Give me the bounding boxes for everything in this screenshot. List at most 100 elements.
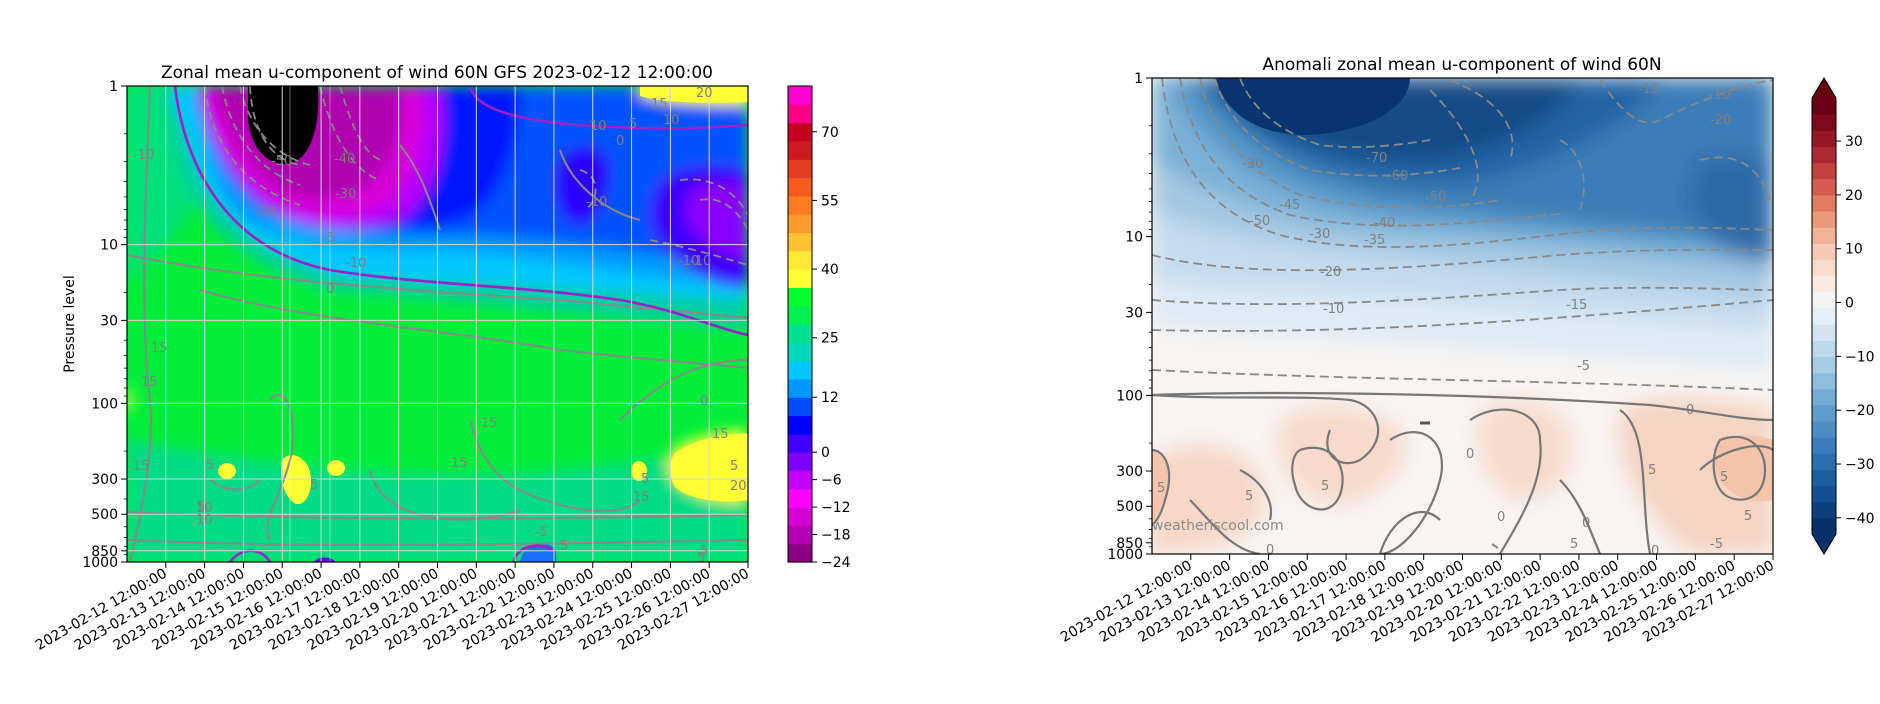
colorbar-frame [1811, 77, 1837, 555]
y-tick-label: 500 [91, 507, 118, 523]
y-tick-label: 30 [100, 313, 118, 329]
contour-label: 5 [700, 544, 708, 559]
y-tick-label: 100 [1116, 388, 1143, 404]
contour-label: -30 [1242, 157, 1263, 172]
colorbar-tick-label: 0 [1845, 296, 1854, 312]
right-colorbar-ticks: 30 20 10 0 −10 −20 −30 −40 [1836, 134, 1875, 527]
contour-label: 15 [141, 375, 158, 390]
y-tick-label: 500 [1116, 499, 1143, 515]
contour-label: 0 [1686, 403, 1694, 418]
colorbar-segment [1812, 420, 1836, 438]
colorbar-segment [788, 86, 812, 105]
contour-label: 0 [1582, 516, 1590, 531]
contour-label: 15 [651, 97, 668, 112]
contour-label: 5 [1321, 479, 1329, 494]
colorbar-extend-min [1812, 534, 1836, 554]
contour-label: 15 [481, 416, 498, 431]
colorbar-tick-label: −24 [821, 555, 851, 571]
colorbar-segment [788, 122, 812, 142]
colorbar-segment [788, 488, 812, 508]
right-panel: Anomali zonal mean u-component of wind 6… [1058, 55, 1875, 646]
left-contour-labels: 20 15 10 5 0 -10 -20 -30 -40 -50 -10 -10… [133, 86, 747, 566]
contour-label: 5 [206, 458, 214, 473]
colorbar-tick-label: −10 [1845, 349, 1875, 365]
contour-label: -20 [255, 205, 276, 220]
contour-label: -5 [535, 525, 548, 540]
colorbar-segment [1812, 324, 1836, 341]
right-chart-title: Anomali zonal mean u-component of wind 6… [1262, 55, 1661, 75]
colorbar-segment [1812, 517, 1836, 535]
contour-label: -35 [1364, 233, 1385, 248]
colorbar-segment [788, 214, 812, 234]
contour-label: 0 [1651, 544, 1659, 559]
colorbar-tick-label: 55 [821, 193, 839, 209]
colorbar-segment [1812, 194, 1836, 212]
colorbar-tick-label: −30 [1845, 457, 1875, 473]
colorbar-frame [787, 85, 813, 563]
contour-label: -20 [1320, 265, 1341, 280]
left-chart-title: Zonal mean u-component of wind 60N GFS 2… [161, 63, 713, 83]
colorbar-tick-label: 20 [1845, 188, 1863, 204]
colorbar-segment [788, 360, 812, 380]
contour-label: 0 [1466, 447, 1474, 462]
contour-label: -15 [1638, 82, 1659, 97]
colorbar-segment [788, 324, 812, 343]
colorbar-segment [1812, 501, 1836, 519]
contour-label: -20 [1710, 113, 1731, 128]
contour-label: -50 [1425, 190, 1446, 205]
colorbar-segment [1812, 211, 1836, 228]
colorbar-segment [788, 159, 812, 179]
contour-label: 5 [730, 459, 738, 474]
contour-label: 5 [1720, 470, 1728, 485]
colorbar-segment [1812, 98, 1836, 115]
colorbar-segment [1812, 437, 1836, 454]
contour-label: 5 [641, 472, 649, 487]
contour-label: -5 [1577, 359, 1590, 374]
y-tick-label: 30 [1125, 305, 1143, 321]
colorbar-segment [1812, 130, 1836, 148]
colorbar-tick-label: 0 [821, 445, 830, 461]
left-y-axis-label: Pressure level [62, 275, 78, 373]
colorbar-segment [1812, 356, 1836, 374]
contour-label: 10 [196, 513, 213, 528]
contour-label: -30 [1309, 227, 1330, 242]
colorbar-segment [788, 232, 812, 252]
colorbar-segment [1812, 307, 1836, 325]
colorbar-segment [1812, 388, 1836, 406]
contour-label: 20 [730, 479, 747, 494]
right-heatmap-field [1152, 78, 1773, 554]
contour-label: 10 [590, 119, 607, 134]
contour-label: -10 [1709, 88, 1730, 103]
right-colorbar [1811, 77, 1837, 555]
contour-label: 5 [1157, 481, 1165, 496]
colorbar-tick-label: 70 [821, 125, 839, 141]
colorbar-segment [788, 433, 812, 453]
contour-label: -15 [1566, 298, 1587, 313]
y-tick-label: 1 [1134, 71, 1143, 87]
contour-label: 15 [712, 427, 729, 442]
contour-label: -5 [322, 231, 335, 246]
y-tick-label: 10 [100, 238, 118, 254]
contour-label: 0 [1497, 510, 1505, 525]
contour-label: 0 [1266, 543, 1274, 558]
colorbar-segment [1812, 372, 1836, 390]
colorbar-tick-label: −6 [821, 473, 842, 489]
contour-label: 15 [633, 490, 650, 505]
contour-label: -45 [1279, 198, 1300, 213]
contour-label: 5 [1570, 537, 1578, 552]
colorbar-segment [788, 543, 812, 563]
contour-label: -10 [678, 254, 699, 269]
colorbar-tick-label: −12 [821, 500, 851, 516]
colorbar-segment [1812, 275, 1836, 293]
contour-label: -30 [335, 187, 356, 202]
contour-label: 0 [326, 282, 334, 297]
colorbar-segment [1812, 178, 1836, 196]
y-tick-label: 850 [91, 544, 118, 560]
y-tick-label: 1000 [1107, 547, 1143, 563]
colorbar-segment [788, 305, 812, 325]
contour-label: 5 [310, 478, 318, 493]
colorbar-segment [788, 507, 812, 526]
colorbar-segment [1812, 114, 1836, 131]
y-tick-label: 300 [91, 472, 118, 488]
